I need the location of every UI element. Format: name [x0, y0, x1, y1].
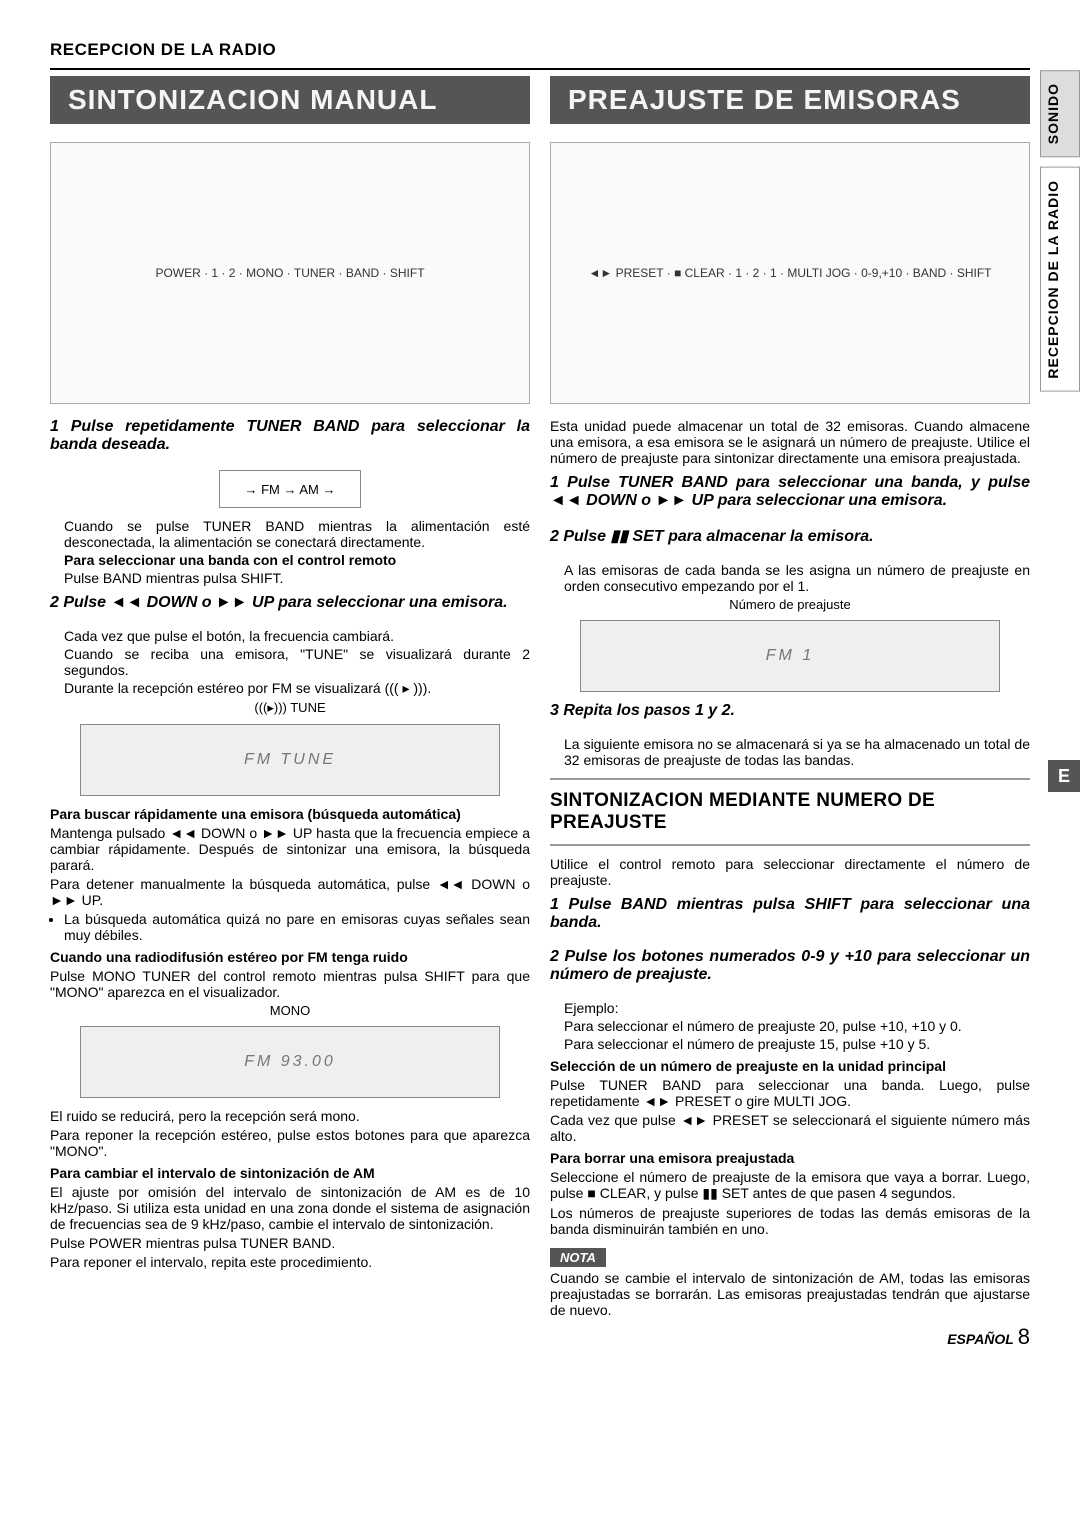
- right-intro: Esta unidad puede almacenar un total de …: [550, 418, 1030, 466]
- banner-preajuste: PREAJUSTE DE EMISORAS: [550, 76, 1030, 124]
- right-s3a: La siguiente emisora no se almacenará si…: [564, 736, 1030, 768]
- footer-lang: ESPAÑOL: [947, 1331, 1014, 1347]
- right-column: PREAJUSTE DE EMISORAS ◄► PRESET · ■ CLEA…: [550, 76, 1030, 1350]
- right-step3: 3 Repita los pasos 1 y 2.: [550, 702, 1030, 720]
- p1: 1 Pulse BAND mientras pulsa SHIFT para s…: [550, 896, 1030, 932]
- banner-sintonizacion: SINTONIZACION MANUAL: [50, 76, 530, 124]
- h2-intro: Utilice el control remoto para seleccion…: [550, 856, 1030, 888]
- auto2: Para detener manualmente la búsqueda aut…: [50, 876, 530, 908]
- header-rule: [50, 68, 1030, 70]
- auto-li: La búsqueda automática quizá no pare en …: [64, 911, 530, 943]
- diagram-right: ◄► PRESET · ■ CLEAR · 1 · 2 · 1 · MULTI …: [550, 142, 1030, 404]
- sel2: Cada vez que pulse ◄► PRESET se seleccio…: [550, 1112, 1030, 1144]
- footer-page: 8: [1018, 1324, 1030, 1349]
- side-tab-recepcion: RECEPCION DE LA RADIO: [1040, 167, 1080, 392]
- am3: Para reponer el intervalo, repita este p…: [50, 1254, 530, 1270]
- right-step2: 2 Pulse ▮▮ SET para almacenar la emisora…: [550, 526, 1030, 546]
- right-s2a: A las emisoras de cada banda se les asig…: [564, 562, 1030, 594]
- side-tabs: SONIDO RECEPCION DE LA RADIO: [1040, 70, 1080, 392]
- right-step1: 1 Pulse TUNER BAND para seleccionar una …: [550, 474, 1030, 510]
- del2: Los números de preajuste superiores de t…: [550, 1205, 1030, 1237]
- am1: El ajuste por omisión del intervalo de s…: [50, 1184, 530, 1232]
- del1: Seleccione el número de preajuste de la …: [550, 1169, 1030, 1202]
- h2-preajuste: SINTONIZACION MEDIANTE NUMERO DE PREAJUS…: [550, 790, 1030, 834]
- left-s1b-h: Para seleccionar una banda con el contro…: [64, 552, 530, 568]
- noise2: El ruido se reducirá, pero la recepción …: [50, 1108, 530, 1124]
- p2: 2 Pulse los botones numerados 0-9 y +10 …: [550, 948, 1030, 984]
- display-tune: FM TUNE: [80, 724, 500, 796]
- diagram-left: POWER · 1 · 2 · MONO · TUNER · BAND · SH…: [50, 142, 530, 404]
- diagram-left-labels: POWER · 1 · 2 · MONO · TUNER · BAND · SH…: [155, 266, 424, 280]
- p2-ex1: Para seleccionar el número de preajuste …: [564, 1018, 1030, 1034]
- auto-h: Para buscar rápidamente una emisora (bús…: [50, 806, 530, 822]
- left-s2a: Cada vez que pulse el botón, la frecuenc…: [64, 628, 530, 644]
- section-divider-2: [550, 844, 1030, 846]
- left-s2c: Durante la recepción estéreo por FM se v…: [64, 680, 530, 697]
- diagram-right-labels: ◄► PRESET · ■ CLEAR · 1 · 2 · 1 · MULTI …: [589, 266, 992, 280]
- language-marker: E: [1048, 760, 1080, 792]
- left-step1: 1 Pulse repetidamente TUNER BAND para se…: [50, 418, 530, 454]
- left-step2: 2 Pulse ◄◄ DOWN o ►► UP para seleccionar…: [50, 594, 530, 612]
- disp1-caption: (((▸))) TUNE: [50, 700, 530, 716]
- sel-h: Selección de un número de preajuste en l…: [550, 1058, 1030, 1074]
- p2-ex-h: Ejemplo:: [564, 1000, 1030, 1016]
- nota-label: NOTA: [550, 1248, 606, 1267]
- am2: Pulse POWER mientras pulsa TUNER BAND.: [50, 1235, 530, 1251]
- disp-r-caption: Número de preajuste: [550, 597, 1030, 612]
- page-header: RECEPCION DE LA RADIO: [50, 40, 1030, 60]
- left-s2b: Cuando se reciba una emisora, "TUNE" se …: [64, 646, 530, 678]
- fm-noise-h: Cuando una radiodifusión estéreo por FM …: [50, 949, 530, 965]
- left-s1b: Pulse BAND mientras pulsa SHIFT.: [64, 570, 530, 586]
- section-divider: [550, 778, 1030, 780]
- del-h: Para borrar una emisora preajustada: [550, 1150, 1030, 1166]
- left-column: SINTONIZACION MANUAL POWER · 1 · 2 · MON…: [50, 76, 530, 1350]
- fm-am-box: → FM → AM →: [219, 470, 361, 508]
- side-tab-sonido: SONIDO: [1040, 70, 1080, 157]
- footer: ESPAÑOL 8: [550, 1324, 1030, 1350]
- p2-ex2: Para seleccionar el número de preajuste …: [564, 1036, 1030, 1052]
- noise3: Para reponer la recepción estéreo, pulse…: [50, 1127, 530, 1159]
- fm-noise: Pulse MONO TUNER del control remoto mien…: [50, 968, 530, 1000]
- disp2-caption: MONO: [50, 1003, 530, 1018]
- left-s1a: Cuando se pulse TUNER BAND mientras la a…: [64, 518, 530, 550]
- display-mono: FM 93.00: [80, 1026, 500, 1098]
- auto1: Mantenga pulsado ◄◄ DOWN o ►► UP hasta q…: [50, 825, 530, 873]
- display-preset: FM 1: [580, 620, 1000, 692]
- sel1: Pulse TUNER BAND para seleccionar una ba…: [550, 1077, 1030, 1109]
- nota-text: Cuando se cambie el intervalo de sintoni…: [550, 1270, 1030, 1318]
- am-h: Para cambiar el intervalo de sintonizaci…: [50, 1165, 530, 1181]
